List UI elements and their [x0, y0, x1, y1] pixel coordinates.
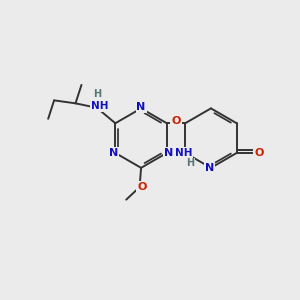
Text: O: O	[254, 148, 264, 158]
Text: H: H	[187, 158, 195, 168]
Text: N: N	[109, 148, 119, 158]
Text: NH: NH	[175, 148, 193, 158]
Text: O: O	[171, 116, 181, 126]
Text: NH: NH	[91, 101, 109, 111]
Text: N: N	[205, 163, 214, 173]
Text: O: O	[137, 182, 147, 192]
Text: H: H	[93, 89, 102, 99]
Text: N: N	[136, 102, 146, 112]
Text: N: N	[164, 148, 173, 158]
